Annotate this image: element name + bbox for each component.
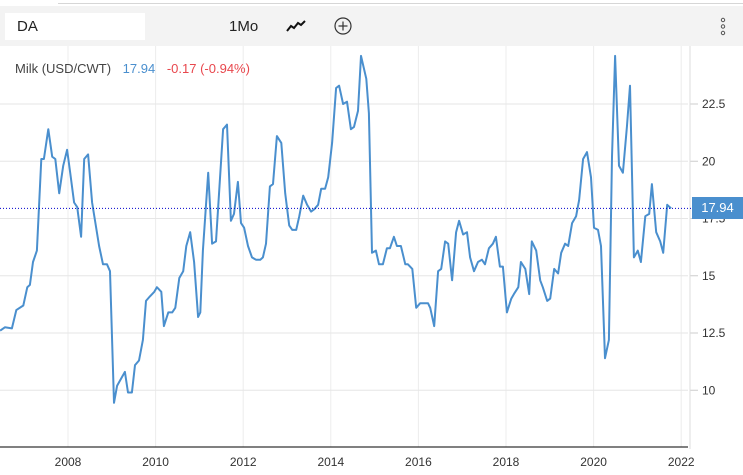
top-strip <box>58 0 743 4</box>
line-chart-icon[interactable] <box>286 20 306 32</box>
vertical-dots-icon[interactable] <box>719 17 727 37</box>
x-tick-label: 2018 <box>493 455 520 469</box>
x-tick-label: 2014 <box>317 455 344 469</box>
y-tick-label: 15 <box>702 269 716 283</box>
y-tick-label: 20 <box>702 154 716 168</box>
y-tick-label: 22.5 <box>702 97 726 111</box>
period-selector[interactable]: 1Mo <box>229 18 259 35</box>
legend: Milk (USD/CWT) 17.94 -0.17 (-0.94%) <box>15 61 258 76</box>
x-tick-label: 2010 <box>142 455 169 469</box>
x-tick-label: 2008 <box>55 455 82 469</box>
legend-series-name: Milk (USD/CWT) <box>15 61 112 76</box>
x-tick-label: 2016 <box>405 455 432 469</box>
legend-change: -0.17 (-0.94%) <box>166 61 250 76</box>
price-line-series <box>0 54 672 404</box>
x-tick-label: 2022 <box>668 455 695 469</box>
plus-circle-icon[interactable] <box>334 17 352 35</box>
y-tick-label: 12.5 <box>702 326 726 340</box>
x-tick-label: 2020 <box>580 455 607 469</box>
x-tick-label: 2012 <box>230 455 257 469</box>
symbol-input[interactable]: DA <box>5 13 145 40</box>
legend-last-value: 17.94 <box>122 61 156 76</box>
last-price-label: 17.94 <box>692 197 743 220</box>
y-tick-label: 10 <box>702 383 716 397</box>
chart-toolbar: DA 1Mo <box>0 6 743 46</box>
